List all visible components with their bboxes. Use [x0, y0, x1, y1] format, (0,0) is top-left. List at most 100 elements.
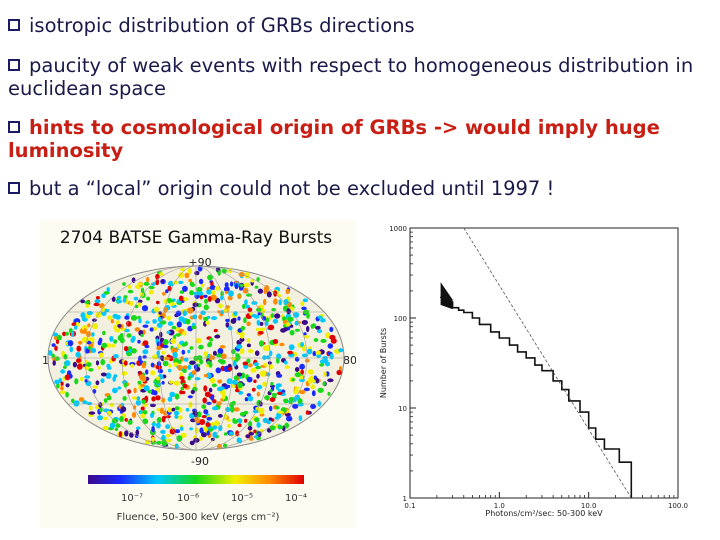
burst-point — [214, 286, 221, 291]
burst-point — [82, 400, 88, 405]
burst-point — [207, 296, 212, 302]
burst-point — [182, 383, 188, 389]
burst-point — [200, 310, 206, 315]
burst-point — [107, 315, 113, 320]
burst-point — [151, 422, 157, 427]
burst-point — [115, 320, 121, 326]
burst-point — [256, 384, 263, 390]
x-tick-label: 100.0 — [668, 502, 688, 510]
burst-point — [303, 335, 310, 339]
burst-point — [202, 294, 208, 298]
burst-point — [232, 360, 237, 367]
burst-point — [140, 287, 145, 294]
burst-point — [244, 397, 249, 402]
batse-sky-map: 2704 BATSE Gamma-Ray Bursts +90 -90 180 … — [40, 220, 357, 528]
burst-point — [192, 314, 198, 320]
burst-point — [140, 406, 145, 411]
burst-point — [234, 388, 240, 393]
burst-point — [311, 390, 316, 397]
burst-point — [191, 325, 197, 330]
burst-point — [151, 436, 155, 442]
burst-point — [162, 339, 169, 346]
burst-point — [264, 395, 270, 401]
plot-frame — [409, 227, 679, 499]
burst-point — [238, 418, 243, 424]
burst-point — [116, 299, 123, 304]
burst-point — [301, 353, 309, 358]
burst-point — [140, 291, 144, 297]
burst-point — [110, 319, 115, 324]
burst-point — [115, 314, 121, 320]
burst-point — [137, 339, 141, 344]
burst-point — [209, 377, 216, 384]
y-axis-label: Number of Bursts — [379, 328, 388, 398]
burst-point — [178, 295, 184, 301]
bullet-text: but a “local” origin could not be exclud… — [29, 177, 555, 200]
burst-point — [273, 298, 278, 305]
burst-point — [166, 315, 171, 321]
burst-point — [305, 410, 309, 415]
burst-point — [144, 344, 150, 349]
burst-point — [157, 369, 164, 374]
burst-point — [303, 332, 307, 336]
bullet-text: paucity of weak events with respect to h… — [8, 54, 694, 100]
burst-point — [233, 407, 240, 412]
burst-point — [246, 321, 251, 327]
burst-point — [294, 367, 300, 372]
burst-point — [113, 354, 119, 359]
burst-point — [274, 313, 281, 319]
burst-point — [307, 369, 314, 375]
burst-point — [300, 301, 305, 307]
burst-point — [223, 432, 228, 436]
burst-point — [224, 282, 229, 288]
burst-point — [242, 361, 248, 366]
burst-point — [149, 403, 156, 408]
burst-point — [190, 389, 195, 395]
burst-point — [156, 440, 162, 445]
burst-point — [162, 292, 166, 296]
burst-point — [135, 429, 139, 436]
burst-point — [237, 294, 241, 299]
burst-point — [271, 308, 277, 312]
lat-bottom-label: -90 — [191, 455, 209, 468]
burst-point — [203, 425, 208, 432]
burst-point — [181, 349, 186, 355]
burst-point — [294, 328, 300, 332]
burst-point — [303, 387, 310, 392]
burst-point — [302, 298, 309, 303]
burst-point — [236, 437, 242, 443]
burst-point — [87, 323, 91, 328]
colorbar-tick: 10⁻⁵ — [231, 493, 253, 504]
burst-point — [103, 398, 108, 403]
burst-point — [226, 378, 233, 385]
burst-point — [276, 353, 282, 360]
burst-point — [187, 307, 194, 314]
burst-point — [196, 286, 203, 293]
burst-point — [148, 290, 154, 295]
burst-point — [223, 286, 230, 293]
burst-point — [206, 430, 210, 436]
burst-point — [239, 337, 245, 342]
burst-point — [307, 377, 313, 384]
burst-point — [91, 332, 95, 337]
burst-point — [155, 395, 161, 401]
burst-point — [248, 363, 253, 368]
burst-point — [242, 287, 249, 294]
burst-point — [292, 403, 299, 409]
burst-point — [231, 349, 236, 355]
data-point — [444, 301, 447, 303]
burst-point — [134, 327, 141, 332]
burst-point — [211, 383, 217, 388]
burst-point — [212, 425, 218, 430]
burst-point — [136, 426, 141, 430]
burst-point — [133, 296, 139, 301]
burst-point — [150, 362, 155, 368]
burst-point — [130, 337, 135, 343]
burst-point — [169, 302, 176, 306]
burst-point — [136, 396, 141, 401]
burst-point — [264, 321, 269, 327]
burst-point — [174, 393, 180, 400]
bullet-paucity: paucity of weak events with respect to h… — [8, 54, 708, 100]
burst-point — [209, 338, 214, 342]
burst-point — [158, 272, 164, 276]
